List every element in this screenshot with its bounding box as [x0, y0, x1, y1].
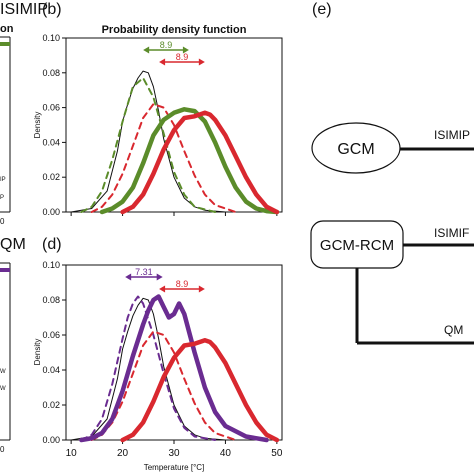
annotation-arrowhead-left — [143, 46, 150, 54]
annotation-label: 8.9 — [176, 279, 189, 289]
gcm-node-label: GCM — [337, 141, 374, 158]
y-tick-label: 0.06 — [42, 103, 60, 113]
annotation-arrowhead-right — [156, 273, 163, 281]
cut-xtick-a: 0 — [0, 217, 5, 226]
cut-legend-text-ip: IP — [0, 177, 6, 183]
annotation-label: 8.9 — [160, 40, 173, 50]
y-tick-label: 0.04 — [42, 365, 60, 375]
isimip-top-label: ISIMIP — [434, 128, 470, 142]
y-tick-label: 0.10 — [42, 33, 60, 43]
chart-b-annotations: 8.98.9 — [143, 40, 205, 66]
cut-legend-text-w1: W — [0, 369, 6, 375]
series-line-green-dashed — [80, 77, 217, 213]
y-tick-label: 0.10 — [42, 260, 60, 270]
y-tick-label: 0.02 — [42, 400, 60, 410]
isimip-mid-label: ISIMIF — [434, 226, 469, 240]
panel-b-title: Probability density function — [102, 24, 247, 36]
chart-panel-d: Density Temperature [°C] 0.000.020.040.0… — [33, 260, 283, 472]
panel-label-e: (e) — [312, 1, 332, 18]
annotation-arrowhead-left — [159, 285, 166, 293]
cut-legend-text-w2: W — [0, 386, 6, 392]
gcm-rcm-node-label: GCM-RCM — [320, 237, 394, 254]
chart-b-series — [70, 70, 280, 215]
panel-label-d: (d) — [42, 236, 62, 253]
series-line-purple-solid — [79, 294, 269, 443]
annotation-arrowhead-right — [198, 58, 205, 66]
series-line-red-dashed — [90, 103, 237, 213]
chart-panel-b: Density 0.00 0.02 0.04 0.06 0.08 0.10 8.98.9 — [33, 33, 283, 217]
y-tick-label: 0.08 — [42, 68, 60, 78]
annotation-arrowhead-right — [182, 46, 189, 54]
qm-diagram-label: QM — [444, 323, 463, 337]
series-line-red-solid — [120, 110, 280, 215]
diagram-panel-e: GCM ISIMIP GCM-RCM ISIMIF QM — [310, 122, 474, 345]
y-tick-label: 0.06 — [42, 330, 60, 340]
chart-b-ticks: 0.00 0.02 0.04 0.06 0.08 0.10 — [42, 33, 278, 217]
series-line-green-solid — [99, 107, 280, 215]
series-line-purple-dashed — [80, 295, 217, 441]
isimip-label: ISIMIP — [0, 1, 48, 18]
x-tick-label: 30 — [168, 448, 180, 459]
chart-d-ylabel: Density — [33, 339, 42, 366]
qm-label: QM — [0, 236, 26, 253]
annotation-label: 7.31 — [135, 267, 153, 277]
chart-b-ylabel: Density — [33, 112, 42, 139]
y-tick-label: 0.00 — [42, 207, 60, 217]
chart-d-xlabel: Temperature [°C] — [144, 463, 205, 472]
annotation-label: 8.9 — [176, 52, 189, 62]
cut-legend-text-p: P — [0, 195, 4, 201]
annotation-arrowhead-right — [198, 285, 205, 293]
x-tick-label: 20 — [117, 448, 129, 459]
y-tick-label: 0.08 — [42, 295, 60, 305]
x-tick-label: 50 — [271, 448, 283, 459]
cut-title-fragment: on — [0, 23, 14, 35]
panel-label-b: (b) — [42, 1, 62, 18]
x-tick-label: 40 — [220, 448, 232, 459]
chart-d-annotations: 7.31 8.9 — [125, 267, 205, 293]
y-tick-label: 0.00 — [42, 435, 60, 445]
series-line-black-solid — [70, 297, 226, 441]
y-tick-label: 0.02 — [42, 172, 60, 182]
cut-xtick-c: 0 — [0, 445, 5, 454]
annotation-arrowhead-left — [125, 273, 132, 281]
chart-d-ticks: 0.00 0.02 0.04 0.06 0.08 0.10 10 20 30 40 50 — [42, 260, 282, 459]
y-tick-label: 0.04 — [42, 137, 60, 147]
chart-d-series — [70, 294, 280, 443]
left-panel-remnants: ISIMIP on IP P 0 QM W W 0 — [0, 1, 48, 454]
series-line-red-dashed — [90, 330, 237, 441]
series-line-black-solid — [70, 70, 226, 213]
x-tick-label: 10 — [66, 448, 78, 459]
annotation-arrowhead-left — [159, 58, 166, 66]
series-line-red-solid — [120, 338, 280, 443]
